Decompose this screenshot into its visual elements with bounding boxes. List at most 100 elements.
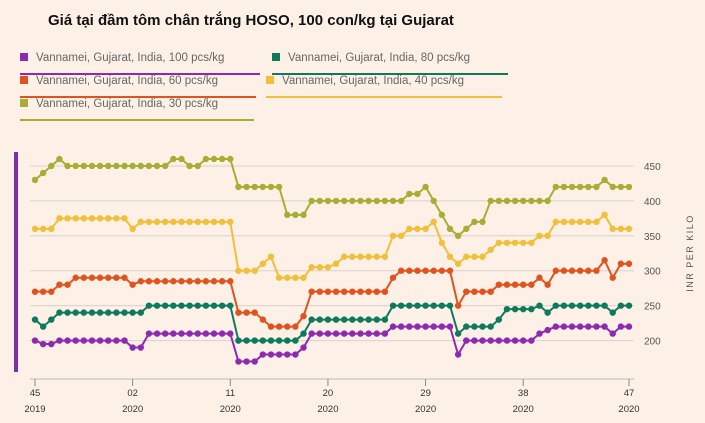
- data-point: [88, 162, 96, 170]
- y-tick-label: 300: [644, 267, 661, 278]
- data-point: [585, 302, 592, 309]
- data-point: [300, 312, 307, 320]
- data-point: [218, 302, 226, 309]
- data-point: [56, 155, 63, 163]
- data-point: [227, 218, 234, 226]
- x-tick-year: 2020: [122, 404, 143, 415]
- data-point: [332, 316, 340, 323]
- data-point: [64, 162, 71, 170]
- data-point: [227, 302, 234, 309]
- data-point: [357, 330, 364, 337]
- data-point: [454, 351, 462, 358]
- data-point: [609, 183, 616, 191]
- data-point: [544, 326, 551, 334]
- data-point: [259, 183, 267, 191]
- data-point: [625, 302, 633, 309]
- data-point: [479, 337, 486, 344]
- data-point: [64, 281, 71, 288]
- data-point: [601, 176, 608, 184]
- data-point: [593, 267, 600, 274]
- series-60pcs: [31, 257, 633, 330]
- data-point: [576, 267, 584, 274]
- data-point: [601, 302, 608, 309]
- data-point: [406, 302, 413, 309]
- legend-swatch-60pcs: [20, 76, 28, 84]
- data-point: [194, 278, 201, 285]
- data-point: [275, 337, 283, 344]
- data-point: [552, 323, 559, 330]
- data-point: [349, 253, 356, 260]
- data-point: [316, 316, 323, 323]
- data-point: [552, 183, 559, 191]
- x-tick-week: 02: [127, 388, 138, 399]
- data-point: [601, 257, 608, 264]
- data-point: [568, 323, 576, 330]
- data-point: [267, 253, 275, 260]
- data-point: [48, 340, 55, 348]
- data-point: [178, 155, 185, 163]
- data-point: [105, 215, 112, 222]
- data-point: [218, 155, 226, 163]
- data-point: [121, 337, 128, 344]
- data-point: [487, 323, 494, 330]
- legend-label-30pcs: Vannamei, Gujarat, India, 30 pcs/kg: [36, 98, 218, 110]
- legend-item-100pcs[interactable]: Vannamei, Gujarat, India, 100 pcs/kg: [20, 52, 260, 75]
- data-point: [292, 323, 299, 330]
- data-point: [332, 197, 340, 205]
- data-point: [349, 330, 356, 337]
- data-point: [56, 337, 63, 344]
- legend-swatch-80pcs: [272, 53, 280, 61]
- data-point: [520, 305, 527, 313]
- data-point: [178, 330, 185, 337]
- data-point: [536, 302, 543, 309]
- series-line-40pcs: [35, 213, 629, 279]
- y-tick-label: 250: [644, 302, 661, 313]
- data-point: [332, 288, 340, 295]
- legend-swatch-40pcs: [266, 76, 274, 84]
- data-point: [463, 323, 470, 330]
- data-point: [284, 323, 291, 330]
- data-point: [373, 330, 380, 337]
- data-point: [64, 337, 71, 344]
- data-point: [227, 330, 234, 337]
- data-point: [430, 323, 437, 330]
- data-point: [593, 302, 600, 309]
- data-point: [397, 232, 405, 240]
- data-point: [137, 278, 144, 285]
- data-point: [284, 211, 291, 219]
- data-point: [202, 330, 210, 337]
- data-point: [617, 302, 625, 309]
- data-point: [365, 288, 372, 295]
- data-point: [235, 309, 242, 316]
- data-point: [560, 302, 568, 309]
- legend-item-40pcs[interactable]: Vannamei, Gujarat, India, 40 pcs/kg: [266, 75, 502, 98]
- data-point: [56, 215, 63, 222]
- legend-item-80pcs[interactable]: Vannamei, Gujarat, India, 80 pcs/kg: [272, 52, 508, 75]
- data-point: [153, 218, 161, 226]
- data-point: [503, 281, 511, 288]
- data-point: [511, 239, 519, 246]
- data-point: [186, 218, 193, 226]
- data-point: [520, 197, 527, 205]
- data-point: [243, 183, 250, 191]
- legend-item-60pcs[interactable]: Vannamei, Gujarat, India, 60 pcs/kg: [20, 75, 256, 98]
- data-point: [438, 211, 446, 219]
- data-point: [397, 197, 405, 205]
- x-tick-week: 38: [518, 388, 529, 399]
- data-point: [210, 330, 218, 337]
- data-point: [422, 323, 429, 330]
- data-point: [487, 246, 494, 253]
- legend-item-30pcs[interactable]: Vannamei, Gujarat, India, 30 pcs/kg: [20, 98, 254, 121]
- y-tick-label: 200: [644, 337, 661, 348]
- data-point: [39, 340, 47, 348]
- data-point: [495, 337, 503, 344]
- data-point: [552, 218, 559, 226]
- x-tick-week: 11: [225, 388, 235, 399]
- series-30pcs: [31, 155, 633, 240]
- legend-label-60pcs: Vannamei, Gujarat, India, 60 pcs/kg: [36, 75, 218, 87]
- data-point: [625, 260, 633, 267]
- data-point: [48, 316, 55, 323]
- data-point: [422, 302, 429, 309]
- x-tick-week: 45: [30, 388, 41, 399]
- data-point: [479, 253, 486, 260]
